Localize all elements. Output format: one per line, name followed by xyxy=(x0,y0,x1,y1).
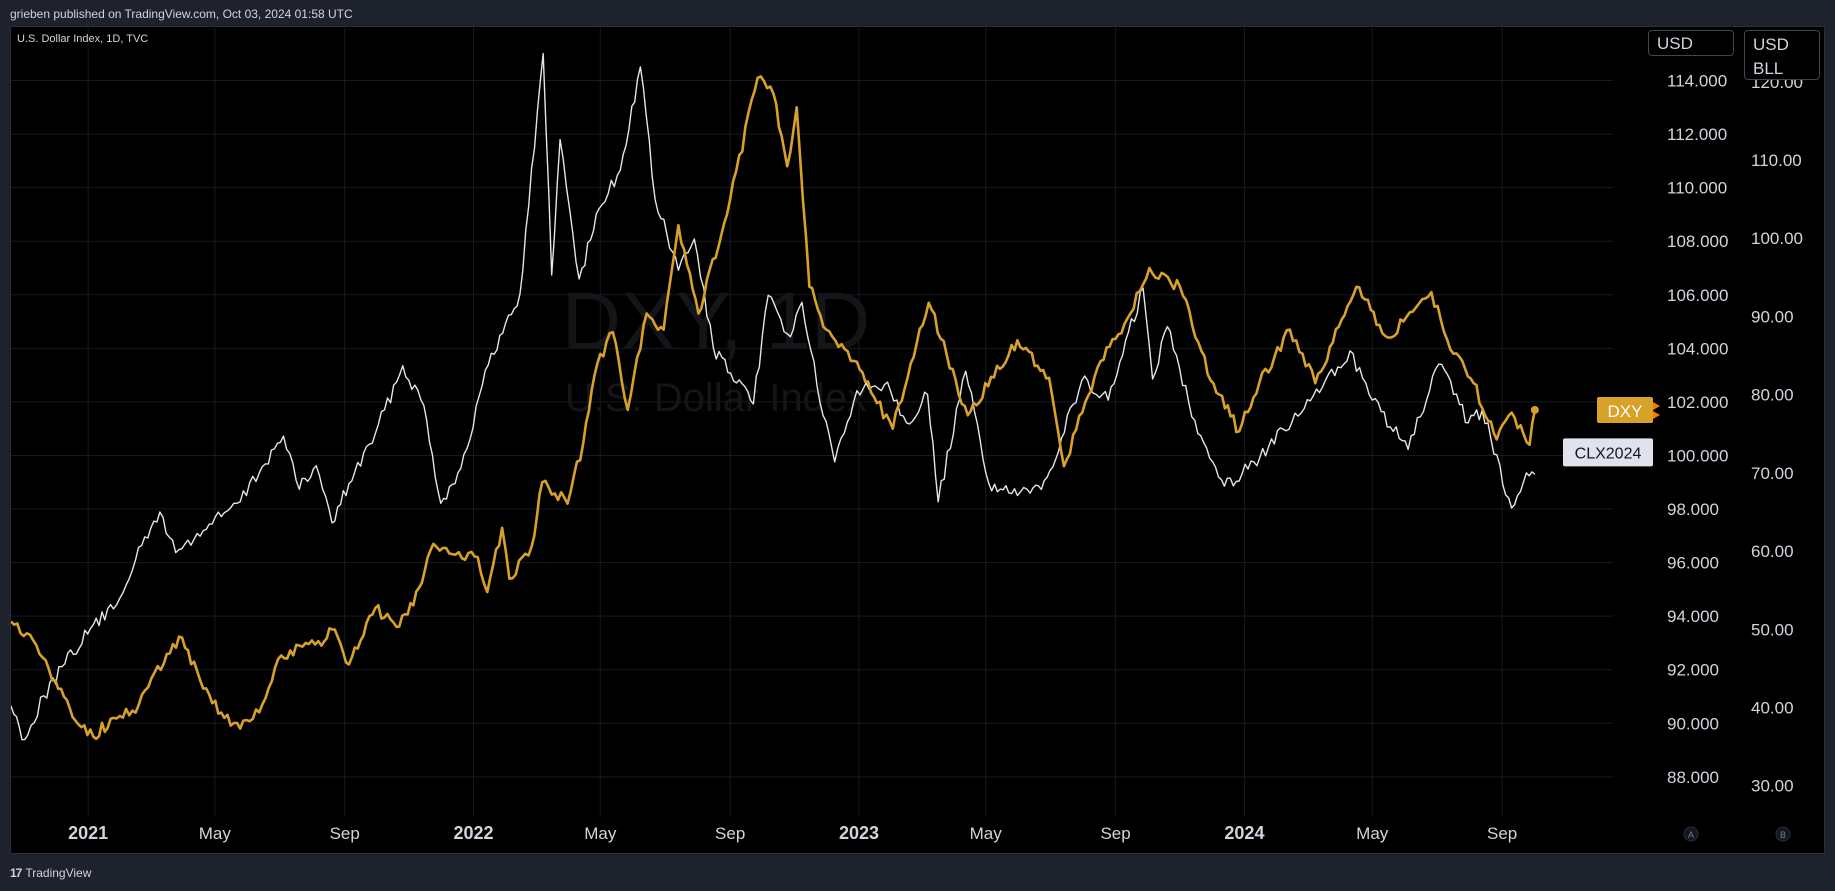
axis-badge-b-label: B xyxy=(1780,830,1786,840)
axis-badge-a-label: A xyxy=(1688,830,1694,840)
left-scale-tick-label: 96.000 xyxy=(1667,554,1719,573)
left-scale-tick-label: 110.000 xyxy=(1667,179,1727,198)
clx-last-value-label: CLX2024 xyxy=(1575,445,1642,462)
right-price-scale: 30.00 40.00 50.00 60.00 70.00 80.00 90.00 100.0… xyxy=(1751,73,1803,796)
left-scale-tick-label: 114.000 xyxy=(1667,72,1727,91)
left-scale-tick-label: 88.000 xyxy=(1667,768,1719,787)
left-scale-tick-label: 104.000 xyxy=(1667,339,1728,358)
right-scale-currency-label: USD xyxy=(1753,35,1789,54)
series-clx2024 xyxy=(11,52,1536,741)
dxy-badge-arrows xyxy=(1653,401,1660,419)
right-scale-currency-button[interactable]: USD BLL xyxy=(1744,30,1820,80)
left-scale-tick-label: 92.000 xyxy=(1667,661,1719,680)
right-scale-tick-label: 110.00 xyxy=(1751,151,1802,170)
dxy-last-point xyxy=(1530,405,1539,414)
left-scale-tick-label: 102.000 xyxy=(1667,393,1728,412)
last-value-badges: A B DXY CLX2024 xyxy=(1563,396,1791,842)
left-scale-tick-label: 94.000 xyxy=(1667,607,1719,626)
left-price-scale: 88.000 90.000 92.000 94.000 96.000 98.000 100.… xyxy=(1667,72,1728,787)
dxy-last-value-badge xyxy=(1597,396,1653,423)
time-axis-label: May xyxy=(970,824,1003,843)
axis-badge-b xyxy=(1775,826,1791,842)
bottom-bar: 17 TradingView xyxy=(0,856,1835,891)
chart-grid xyxy=(11,27,1613,817)
left-scale-tick-label: 90.000 xyxy=(1667,714,1719,733)
time-axis-label: 2023 xyxy=(839,823,879,843)
right-scale-tick-label: 60.00 xyxy=(1751,542,1794,561)
series-dxy xyxy=(11,75,1539,741)
symbol-watermark: DXY, 1D U.S. Dollar Index xyxy=(562,276,870,420)
time-axis-label: 2022 xyxy=(454,823,494,843)
right-scale-tick-label: 70.00 xyxy=(1751,464,1794,483)
watermark-description: U.S. Dollar Index xyxy=(565,376,867,420)
right-scale-tick-label: 40.00 xyxy=(1751,698,1794,717)
tradingview-logo-text: TradingView xyxy=(25,866,92,880)
time-axis: 2021 May Sep 2022 May Sep 2023 May Sep 2024 May Sep xyxy=(68,823,1517,843)
published-credit: grieben published on TradingView.com, Oc… xyxy=(10,7,353,21)
right-scale-tick-label: 90.00 xyxy=(1751,307,1794,326)
right-scale-tick-label: 50.00 xyxy=(1751,620,1794,639)
time-axis-label: Sep xyxy=(715,824,745,843)
left-scale-tick-label: 98.000 xyxy=(1667,500,1719,519)
chart-canvas[interactable]: DXY, 1D U.S. Dollar Index 88.000 90.000 92… xyxy=(11,27,1824,853)
right-scale-tick-label: 30.00 xyxy=(1751,777,1794,796)
time-axis-label: May xyxy=(1356,824,1389,843)
tradingview-logo[interactable]: 17 TradingView xyxy=(10,866,91,880)
right-scale-tick-label: 80.00 xyxy=(1751,386,1794,405)
time-axis-label: Sep xyxy=(330,824,360,843)
left-scale-tick-label: 112.000 xyxy=(1667,125,1727,144)
dxy-last-value-label: DXY xyxy=(1608,402,1643,421)
right-scale-unit-label: BLL xyxy=(1753,59,1784,78)
chart-pane[interactable]: DXY, 1D U.S. Dollar Index 88.000 90.000 92… xyxy=(10,26,1825,854)
tradingview-logo-icon: 17 xyxy=(10,866,22,880)
left-scale-tick-label: 106.000 xyxy=(1667,286,1728,305)
time-axis-label: May xyxy=(199,824,232,843)
time-axis-label: Sep xyxy=(1487,824,1517,843)
left-scale-tick-label: 100.000 xyxy=(1667,446,1728,465)
time-axis-label: 2021 xyxy=(68,823,108,843)
symbol-legend[interactable]: U.S. Dollar Index, 1D, TVC xyxy=(17,33,149,45)
left-scale-currency-label: USD xyxy=(1657,34,1693,53)
time-axis-label: 2024 xyxy=(1224,823,1264,843)
clx-last-value-badge xyxy=(1563,438,1653,467)
clx2024-line xyxy=(11,52,1536,741)
time-axis-label: Sep xyxy=(1100,824,1130,843)
watermark-symbol: DXY, 1D xyxy=(562,276,870,367)
right-scale-tick-label: 100.00 xyxy=(1751,229,1803,248)
time-axis-label: May xyxy=(584,824,617,843)
left-scale-tick-label: 108.000 xyxy=(1667,232,1728,251)
top-bar: grieben published on TradingView.com, Oc… xyxy=(0,0,1835,26)
axis-badge-a xyxy=(1683,826,1699,842)
dxy-line xyxy=(11,75,1537,741)
left-scale-currency-button[interactable]: USD xyxy=(1648,30,1734,56)
